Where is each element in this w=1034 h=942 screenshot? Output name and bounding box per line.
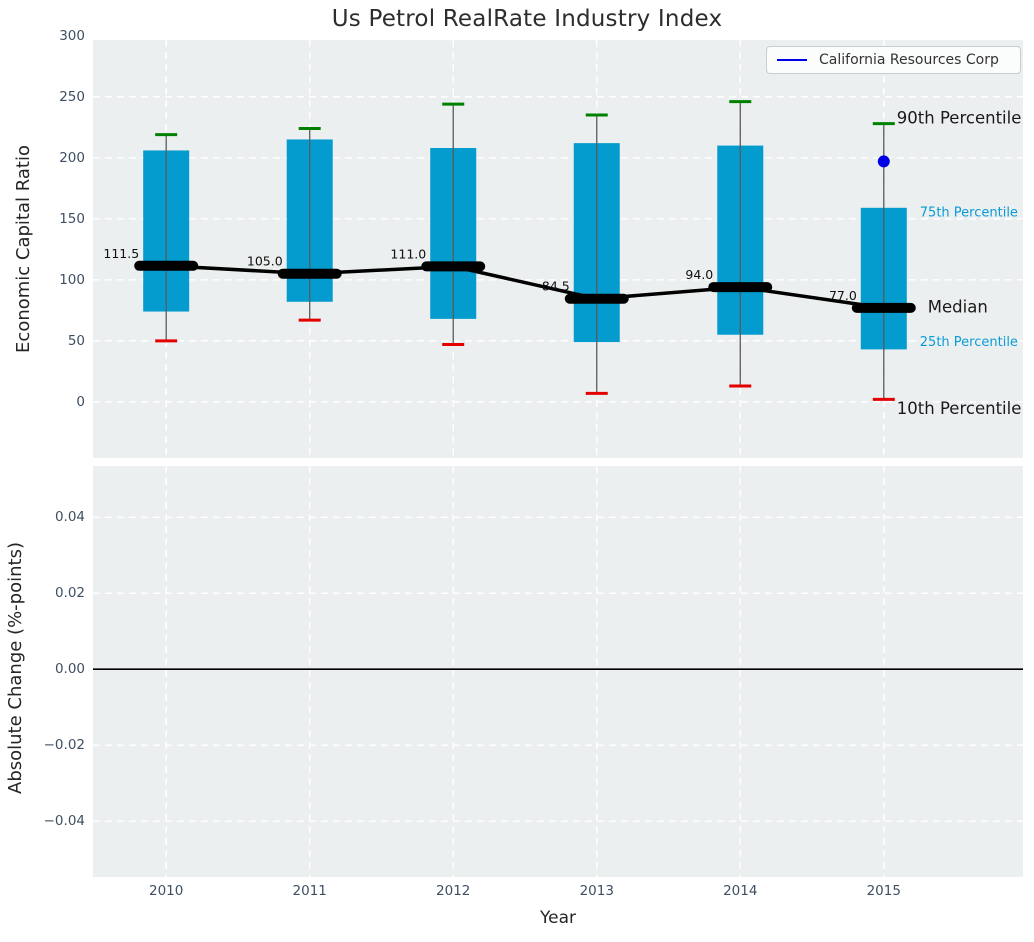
y-tick-label: 50 bbox=[67, 332, 85, 349]
y-axis-label-top: Economic Capital Ratio bbox=[13, 145, 34, 353]
percentile-label: 25th Percentile bbox=[920, 335, 1018, 350]
percentile-label: 10th Percentile bbox=[897, 399, 1022, 418]
legend: California Resources Corp bbox=[766, 46, 1021, 74]
boxplot-2013 bbox=[573, 113, 620, 395]
x-tick-label: 2012 bbox=[436, 883, 471, 899]
y-tick-label: 0 bbox=[76, 393, 85, 410]
chart-title: Us Petrol RealRate Industry Index bbox=[331, 6, 723, 32]
median-trend-line bbox=[166, 264, 885, 310]
company-point bbox=[877, 155, 890, 168]
x-tick-label: 2013 bbox=[579, 883, 614, 899]
boxplot-2015 bbox=[860, 122, 907, 401]
y-tick-label: 150 bbox=[59, 210, 85, 227]
economic-capital-ratio-panel: 111.5 105.0 111.0 84.5 94.0 77.0 90th Percenti… bbox=[93, 40, 1023, 458]
absolute-change-panel bbox=[93, 466, 1023, 877]
boxplot-2012 bbox=[430, 102, 477, 346]
percentile-label: 90th Percentile bbox=[897, 108, 1022, 127]
median-value-label: 94.0 bbox=[685, 267, 713, 282]
y-tick-label: 300 bbox=[59, 27, 85, 44]
boxplot-2010 bbox=[143, 133, 190, 343]
y-tick-label: −0.02 bbox=[43, 737, 85, 754]
y-tick-label: 100 bbox=[59, 271, 85, 288]
median-value-label: 111.5 bbox=[103, 246, 139, 261]
y-tick-label: −0.04 bbox=[43, 813, 85, 830]
median-value-label: 77.0 bbox=[829, 288, 857, 303]
y-tick-label: 250 bbox=[59, 88, 85, 105]
percentile-label: 75th Percentile bbox=[920, 206, 1018, 221]
x-tick-label: 2011 bbox=[292, 883, 327, 899]
x-tick-label: 2010 bbox=[149, 883, 184, 899]
gridlines bbox=[93, 466, 1023, 877]
x-axis-label: Year bbox=[540, 908, 576, 928]
median-value-label: 84.5 bbox=[542, 279, 570, 294]
change-canvas bbox=[93, 466, 1023, 877]
boxplot-2014 bbox=[717, 100, 764, 388]
median-value-label: 105.0 bbox=[247, 254, 283, 269]
y-tick-label: 200 bbox=[59, 149, 85, 166]
x-tick-label: 2014 bbox=[723, 883, 758, 899]
legend-label: California Resources Corp bbox=[819, 52, 999, 68]
legend-line-icon bbox=[777, 59, 807, 61]
y-tick-label: 0.04 bbox=[54, 509, 85, 526]
y-tick-label: 0.00 bbox=[54, 661, 85, 678]
y-tick-label: 0.02 bbox=[54, 585, 85, 602]
boxplot-canvas: 111.5 105.0 111.0 84.5 94.0 77.0 90th Percenti… bbox=[93, 40, 1023, 458]
percentile-label: Median bbox=[928, 298, 988, 317]
median-value-label: 111.0 bbox=[390, 246, 426, 261]
x-tick-label: 2015 bbox=[866, 883, 901, 899]
boxplot-2011 bbox=[286, 126, 333, 322]
